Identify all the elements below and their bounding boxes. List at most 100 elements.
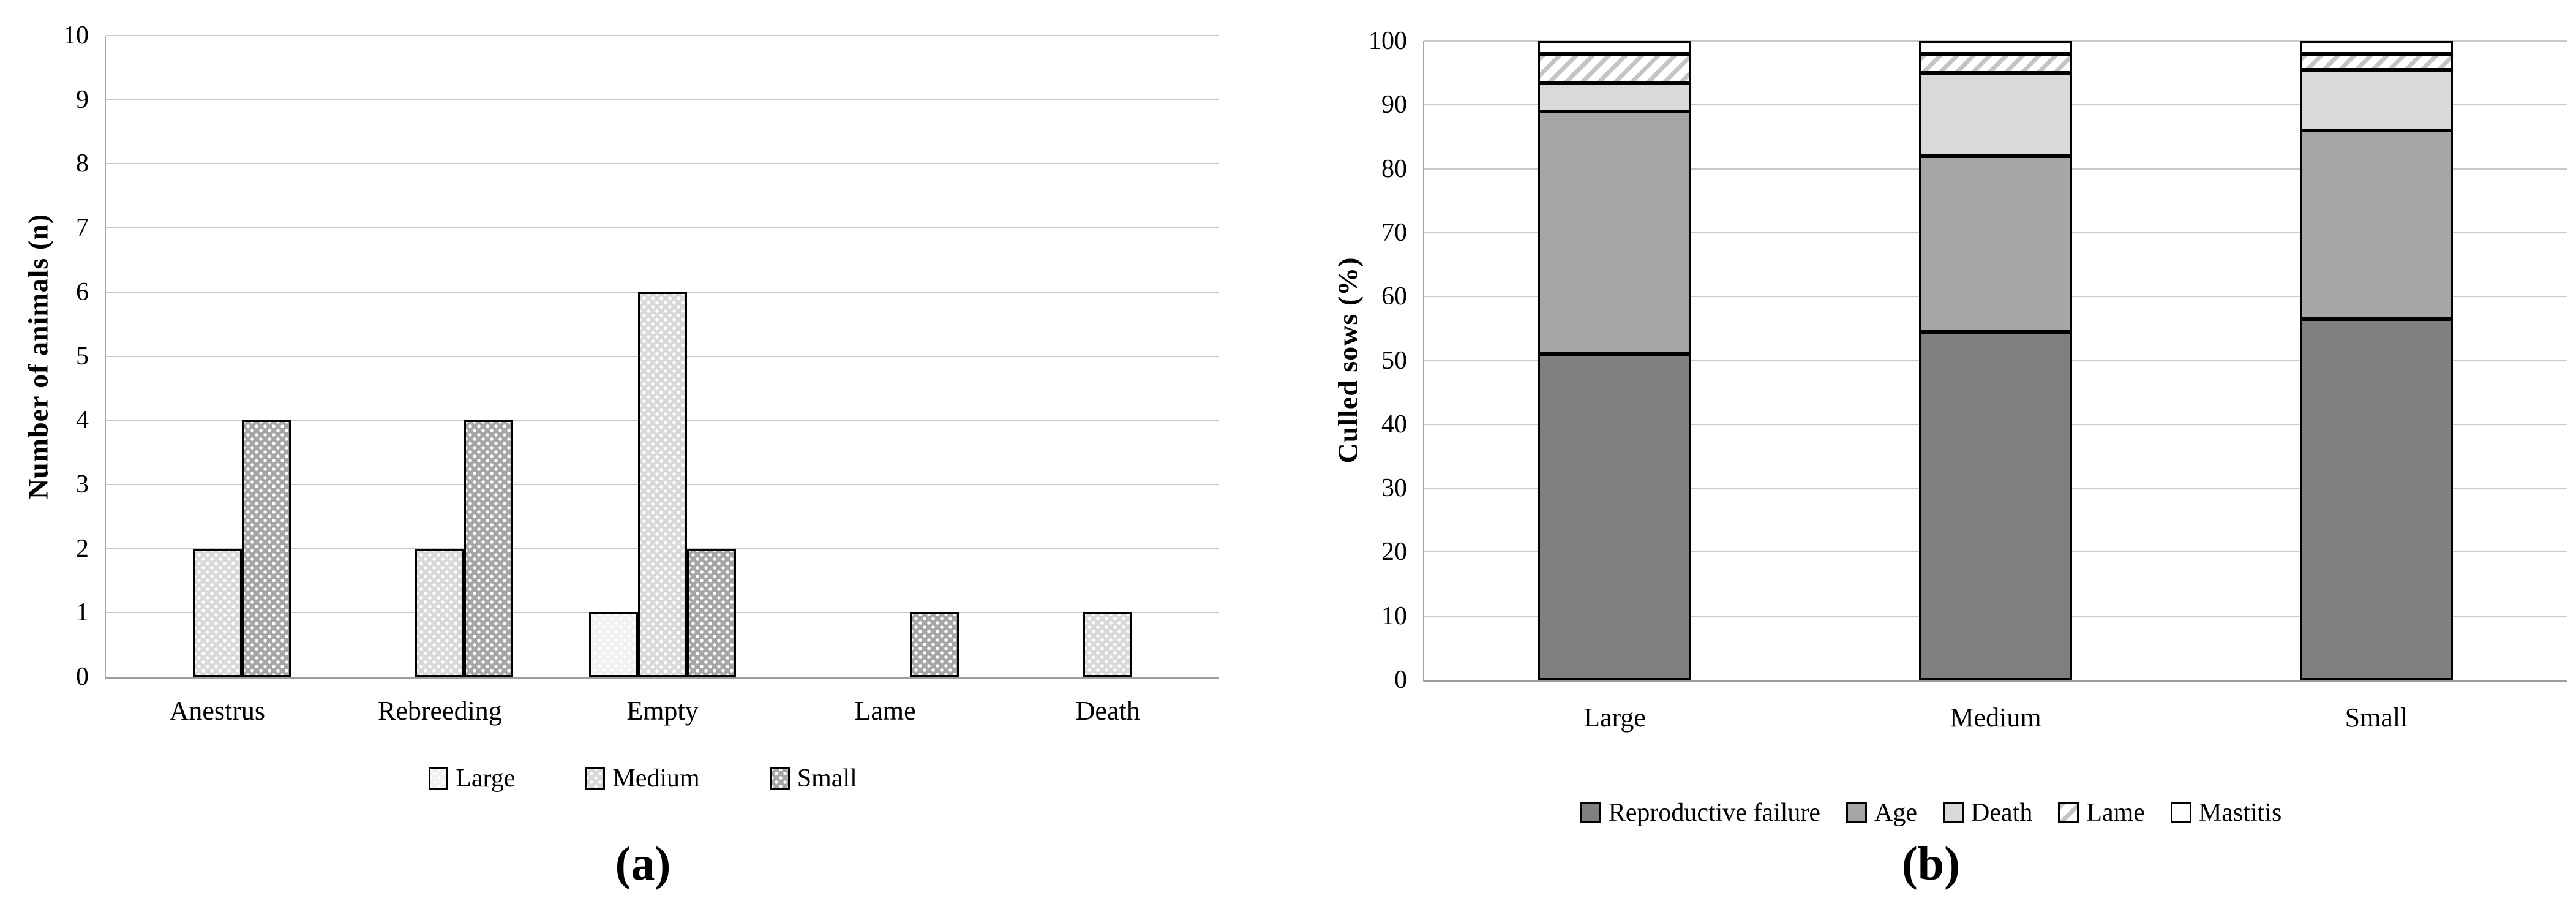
legend-label-death: Death: [1971, 799, 2033, 827]
gridline-100: [1424, 40, 2567, 42]
legend-swatch-age: [1846, 802, 1868, 823]
bar-group-lame: [774, 36, 997, 677]
x-tick-label-small: Small: [2345, 703, 2408, 733]
y-tick-4: 4: [76, 406, 89, 435]
segment-large-lame: [1538, 53, 1691, 83]
legend-item-lame: Lame: [2058, 798, 2145, 827]
caption-b: (b): [1901, 837, 1961, 890]
segment-large-mastitis: [1538, 41, 1691, 54]
bar-anestrus-small: [241, 420, 291, 677]
stack-large: [1538, 41, 1691, 680]
legend-label-medium: Medium: [612, 764, 700, 793]
segment-large-reproductive-failure: [1538, 354, 1691, 680]
legend-swatch-lame: [2058, 802, 2079, 823]
bar-group-small: [2186, 41, 2567, 680]
bar-group-rebreeding: [329, 36, 552, 677]
segment-small-lame: [2300, 53, 2453, 70]
y-tick-30: 30: [1381, 474, 1407, 503]
y-tick-5: 5: [76, 342, 89, 371]
legend-b: Reproductive failure Age Death Lame Mastitis: [1286, 798, 2576, 827]
x-tick-labels-a: Anestrus Rebreeding Empty Lame Death: [106, 696, 1219, 726]
segment-large-death: [1538, 82, 1691, 111]
segment-medium-lame: [1919, 53, 2072, 73]
legend-label-large: Large: [456, 764, 516, 793]
segment-medium-reproductive-failure: [1919, 331, 2072, 680]
bars-a: [106, 36, 1219, 677]
y-tick-90: 90: [1381, 91, 1407, 119]
y-tick-0: 0: [1394, 666, 1407, 694]
bar-group-large: [1424, 41, 1805, 680]
y-tick-2: 2: [76, 534, 89, 563]
legend-item-reproductive-failure: Reproductive failure: [1580, 798, 1820, 827]
bar-rebreeding-small: [464, 420, 514, 677]
bar-group-anestrus: [106, 36, 329, 677]
bar-anestrus-medium: [192, 548, 242, 677]
plot-area-b: 0 10 20 30 40 50 60 70 80 90 100 Large Medium Small: [1369, 28, 2567, 733]
y-tick-labels-b: 0 10 20 30 40 50 60 70 80 90 100: [1332, 28, 1424, 693]
legend-label-age: Age: [1874, 799, 1918, 827]
legend-swatch-death: [1943, 802, 1964, 823]
legend-swatch-reproductive-failure: [1580, 802, 1601, 823]
y-tick-100: 100: [1369, 27, 1407, 55]
y-tick-60: 60: [1381, 282, 1407, 311]
y-tick-20: 20: [1381, 538, 1407, 567]
y-tick-labels-a: 0 1 2 3 4 5 6 7 8 9 10: [14, 23, 106, 690]
segment-small-death: [2300, 69, 2453, 131]
y-tick-80: 80: [1381, 154, 1407, 183]
legend-item-death: Death: [1943, 798, 2032, 827]
x-tick-label-lame: Lame: [854, 696, 916, 726]
stack-small: [2300, 41, 2453, 680]
segment-large-age: [1538, 111, 1691, 355]
y-tick-0: 0: [76, 663, 89, 691]
stack-medium: [1919, 41, 2072, 680]
legend-swatch-medium: [585, 767, 606, 790]
gridline-10: [106, 35, 1219, 36]
y-tick-10: 10: [63, 21, 89, 50]
caption-a: (a): [615, 837, 671, 890]
x-tick-label-medium: Medium: [1950, 703, 2041, 733]
segment-medium-age: [1919, 156, 2072, 332]
x-tick-labels-b: Large Medium Small: [1424, 703, 2567, 733]
bar-group-empty: [551, 36, 774, 677]
segment-small-age: [2300, 130, 2453, 319]
legend-swatch-large: [429, 767, 449, 790]
legend-item-small: Small: [770, 764, 857, 793]
legend-a: Large Medium Small: [0, 764, 1286, 793]
y-tick-50: 50: [1381, 346, 1407, 375]
y-tick-8: 8: [76, 149, 89, 178]
panel-a-grouped-bar-chart: Number of animals (n) 0 1 2 3 4 5 6 7 8 9 10 Anest…: [0, 0, 1286, 912]
x-tick-label-anestrus: Anestrus: [169, 696, 266, 726]
legend-label-lame: Lame: [2086, 799, 2145, 827]
y-tick-10: 10: [1381, 601, 1407, 630]
gridline-9: [106, 99, 1219, 100]
x-tick-label-large: Large: [1583, 703, 1646, 733]
bar-rebreeding-medium: [415, 548, 465, 677]
y-tick-7: 7: [76, 214, 89, 243]
bar-empty-small: [686, 548, 736, 677]
bars-b: [1424, 41, 2567, 680]
y-tick-70: 70: [1381, 218, 1407, 247]
y-tick-9: 9: [76, 85, 89, 114]
y-tick-1: 1: [76, 598, 89, 627]
bar-empty-medium: [637, 292, 687, 677]
legend-label-mastitis: Mastitis: [2198, 799, 2282, 827]
legend-swatch-small: [770, 767, 790, 790]
panel-b-stacked-bar-chart: Culled sows (%) 0 10 20 30 40 50 60 70 80 90 100 L…: [1286, 0, 2576, 912]
segment-medium-death: [1919, 73, 2072, 156]
bar-group-death: [996, 36, 1219, 677]
legend-label-reproductive-failure: Reproductive failure: [1608, 799, 1821, 827]
x-tick-label-rebreeding: Rebreeding: [377, 696, 502, 726]
plot-area-a: 0 1 2 3 4 5 6 7 8 9 10 Anestrus Rebreeding Empty Lame…: [63, 23, 1219, 726]
bar-lame-small: [909, 612, 959, 677]
bar-empty-large: [588, 612, 638, 677]
segment-medium-mastitis: [1919, 41, 2072, 54]
bar-death-medium: [1083, 612, 1133, 677]
bar-group-medium: [1805, 41, 2186, 680]
legend-swatch-mastitis: [2170, 802, 2191, 823]
legend-item-age: Age: [1846, 798, 1917, 827]
legend-item-medium: Medium: [585, 764, 700, 793]
y-tick-6: 6: [76, 277, 89, 306]
gridline-7: [106, 227, 1219, 229]
legend-label-small: Small: [797, 764, 857, 793]
